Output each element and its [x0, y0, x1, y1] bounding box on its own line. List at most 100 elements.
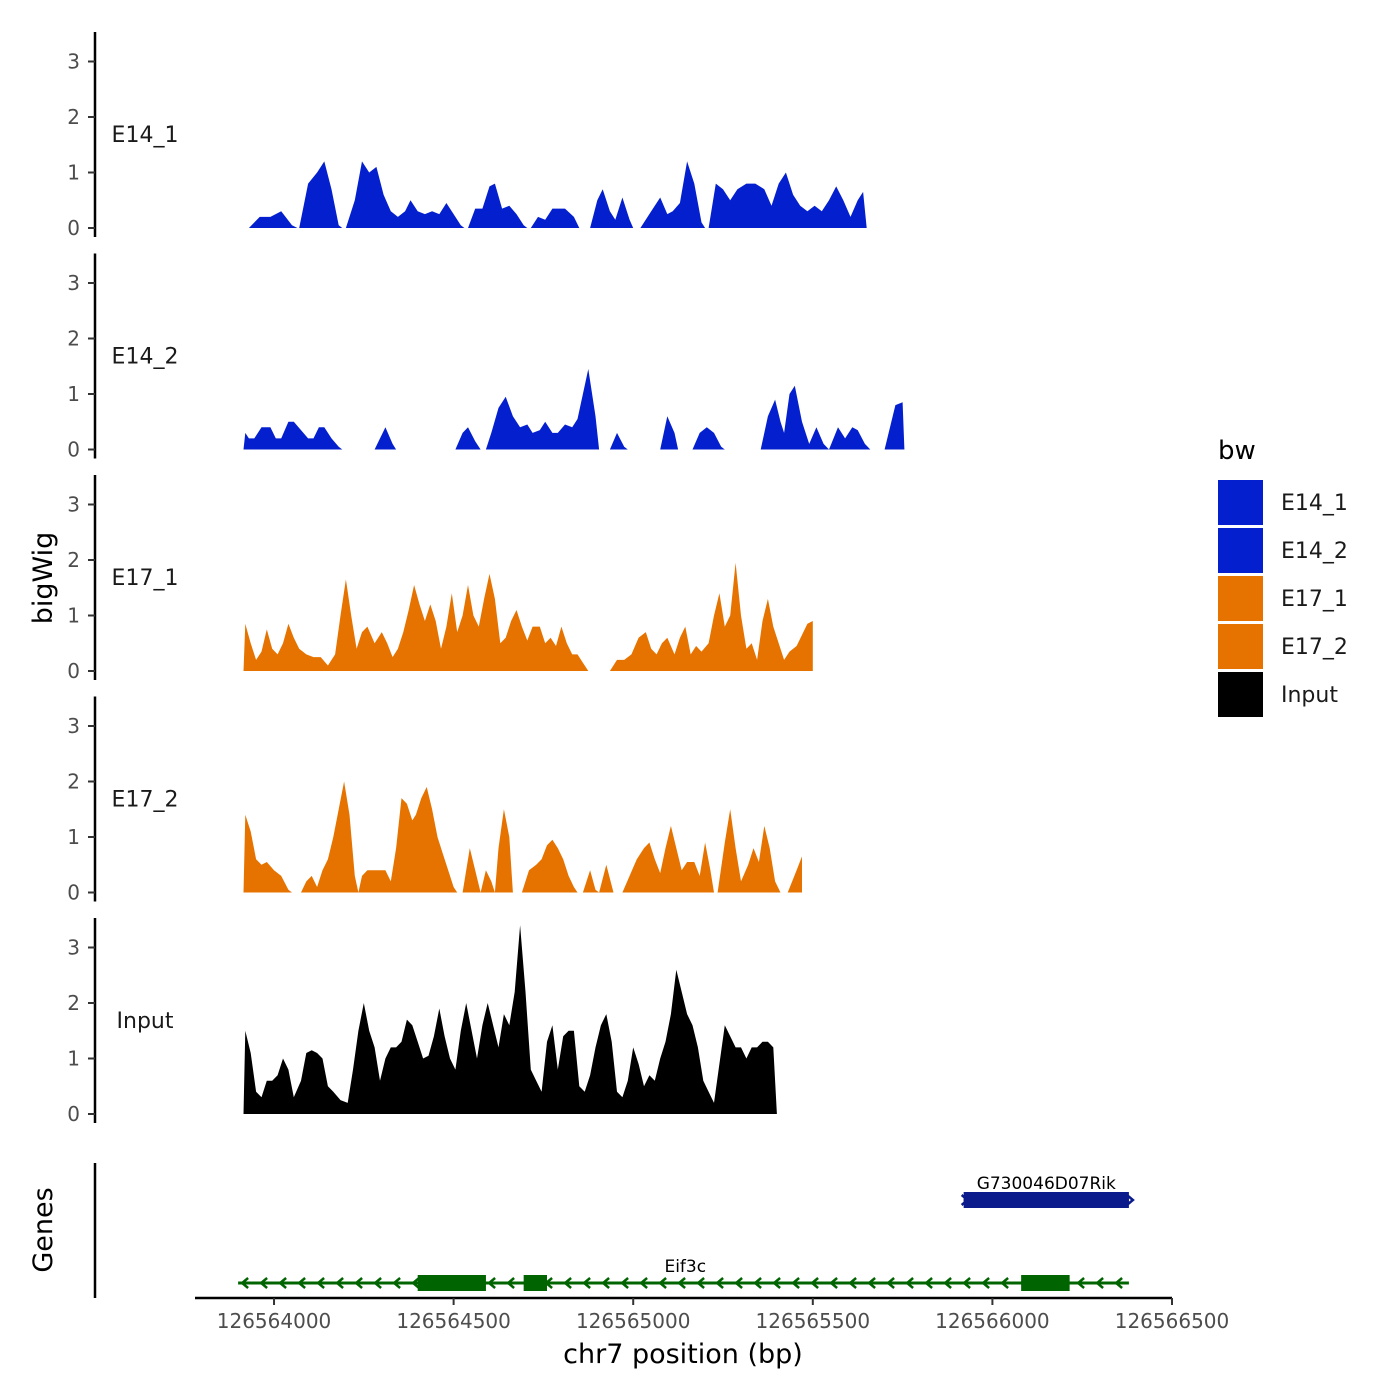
- legend-key: [1218, 624, 1263, 669]
- track-label: E17_2: [112, 788, 179, 813]
- y-tick-label: 1: [67, 1047, 80, 1071]
- legend-key: [1218, 528, 1263, 573]
- strand-arrow: [924, 1277, 933, 1289]
- coverage-area-e14-2: [243, 369, 905, 450]
- x-tick-label: 126565000: [576, 1309, 691, 1333]
- gene-exon: [417, 1275, 486, 1291]
- strand-arrow: [829, 1277, 838, 1289]
- strand-arrow: [563, 1277, 572, 1289]
- legend-label: E14_2: [1281, 539, 1348, 564]
- x-tick-label: 126566000: [935, 1309, 1050, 1333]
- strand-arrow: [392, 1277, 401, 1289]
- strand-arrow: [1095, 1277, 1104, 1289]
- coverage-area-e17-2: [243, 781, 802, 893]
- track-e17-2: 0 1 2 3 E17_2: [67, 696, 802, 905]
- legend-label: E17_1: [1281, 587, 1348, 612]
- legend-key: [1218, 480, 1263, 525]
- strand-arrow: [734, 1277, 743, 1289]
- track-e14-1: 0 1 2 3 E14_1: [67, 32, 867, 240]
- track-e14-2: 0 1 2 3 E14_2: [67, 253, 905, 462]
- y-tick-label: 3: [67, 714, 80, 738]
- strand-arrow: [810, 1277, 819, 1289]
- x-axis-title: chr7 position (bp): [563, 1339, 803, 1370]
- y-axis-title: bigWig: [28, 532, 59, 625]
- gene-exon: [1021, 1275, 1070, 1291]
- strand-arrow: [240, 1277, 249, 1289]
- strand-arrow: [772, 1277, 781, 1289]
- y-tick-label: 0: [67, 438, 80, 462]
- y-tick-label: 1: [67, 161, 80, 185]
- strand-arrow: [753, 1277, 762, 1289]
- strand-arrow: [886, 1277, 895, 1289]
- legend-key: [1218, 672, 1263, 717]
- y-tick-label: 1: [67, 825, 80, 849]
- strand-arrow: [943, 1277, 952, 1289]
- strand-arrow: [905, 1277, 914, 1289]
- gene-exon: [963, 1192, 1129, 1208]
- strand-arrow: [354, 1277, 363, 1289]
- strand-arrow: [373, 1277, 382, 1289]
- strand-arrow: [278, 1277, 287, 1289]
- y-tick-label: 1: [67, 382, 80, 406]
- y-tick-label: 0: [67, 659, 80, 683]
- track-label: E17_1: [112, 566, 179, 591]
- coverage-area-e14-1: [248, 161, 867, 228]
- strand-arrow: [601, 1277, 610, 1289]
- coverage-area-input: [243, 925, 777, 1114]
- y-tick-label: 3: [67, 271, 80, 295]
- y-tick-label: 0: [67, 881, 80, 905]
- gene-eif3c: Eif3c: [238, 1257, 1129, 1291]
- x-tick-label: 126564000: [217, 1309, 332, 1333]
- strand-arrow: [1126, 1194, 1135, 1206]
- strand-arrow: [639, 1277, 648, 1289]
- strand-arrow: [316, 1277, 325, 1289]
- strand-arrow: [1000, 1277, 1009, 1289]
- gene-name-label: Eif3c: [664, 1257, 706, 1277]
- track-input: 0 1 2 3 Input: [67, 918, 777, 1126]
- y-tick-label: 2: [67, 105, 80, 129]
- coverage-tracks: 0 1 2 3 E14_1 0 1 2 3 E14_2 0 1 2 3 E17_1 0 1 2 3 E17_2 0 1 2 3…: [67, 32, 905, 1126]
- y-tick-label: 1: [67, 604, 80, 628]
- coverage-area-e17-1: [243, 562, 813, 671]
- strand-arrow: [1114, 1277, 1123, 1289]
- strand-arrow: [506, 1277, 515, 1289]
- strand-arrow: [981, 1277, 990, 1289]
- legend-label: Input: [1281, 683, 1338, 708]
- gene-exon: [523, 1275, 548, 1291]
- gene-g730046d07rik: G730046D07Rik: [960, 1174, 1135, 1208]
- y-tick-label: 3: [67, 50, 80, 74]
- y-tick-label: 3: [67, 493, 80, 517]
- strand-arrow: [335, 1277, 344, 1289]
- strand-arrow: [848, 1277, 857, 1289]
- strand-arrow: [962, 1277, 971, 1289]
- strand-arrow: [582, 1277, 591, 1289]
- y-tick-label: 0: [67, 1102, 80, 1126]
- y-tick-label: 2: [67, 327, 80, 351]
- y-tick-label: 2: [67, 991, 80, 1015]
- strand-arrow: [259, 1277, 268, 1289]
- track-label: E14_2: [112, 345, 179, 370]
- track-label: Input: [117, 1009, 174, 1034]
- legend-title: bw: [1218, 436, 1256, 466]
- strand-arrow: [715, 1277, 724, 1289]
- strand-arrow: [487, 1277, 496, 1289]
- legend-label: E17_2: [1281, 635, 1348, 660]
- y-tick-label: 2: [67, 548, 80, 572]
- strand-arrow: [297, 1277, 306, 1289]
- track-e17-1: 0 1 2 3 E17_1: [67, 475, 813, 683]
- x-axis: 126564000 126564500 126565000 126565500 1265…: [195, 1296, 1229, 1333]
- strand-arrow: [677, 1277, 686, 1289]
- legend-key: [1218, 576, 1263, 621]
- strand-arrow: [867, 1277, 876, 1289]
- y-tick-label: 2: [67, 770, 80, 794]
- genes-panel: Genes G730046D07Rik Eif3c: [28, 1163, 1135, 1298]
- strand-arrow: [791, 1277, 800, 1289]
- strand-arrow: [696, 1277, 705, 1289]
- legend: bw E14_1 E14_2 E17_1 E17_2 Input: [1218, 436, 1348, 717]
- x-tick-label: 126564500: [396, 1309, 511, 1333]
- strand-arrow: [1076, 1277, 1085, 1289]
- strand-arrow: [620, 1277, 629, 1289]
- strand-arrow: [411, 1277, 420, 1289]
